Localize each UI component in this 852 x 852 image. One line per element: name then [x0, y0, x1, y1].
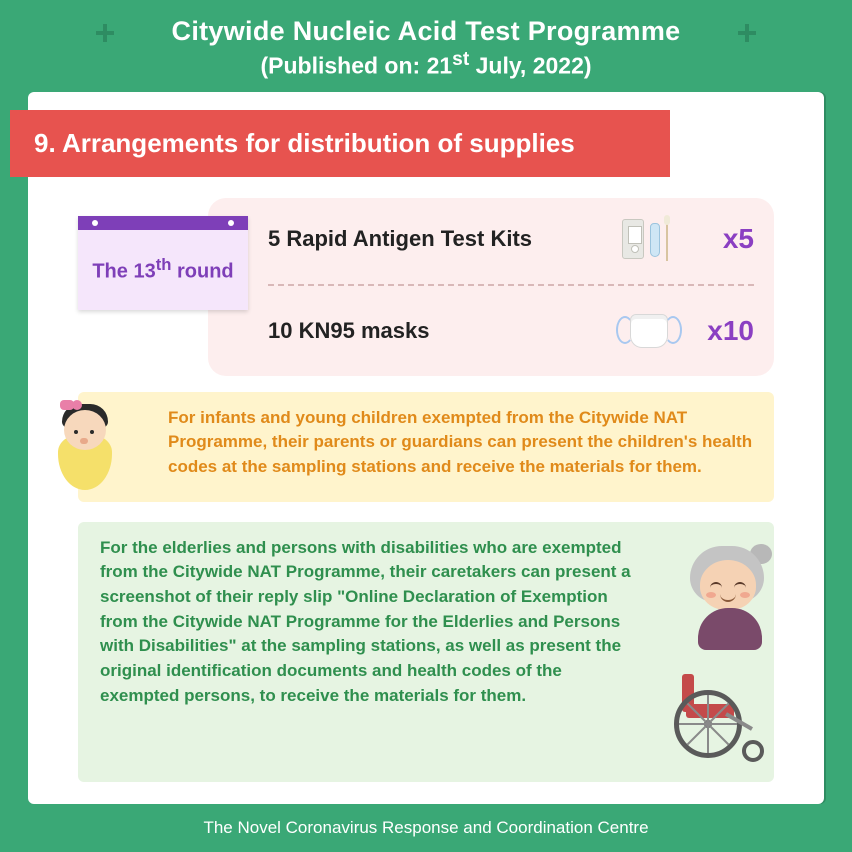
- footer: The Novel Coronavirus Response and Coord…: [0, 818, 852, 838]
- supply-qty: x5: [684, 223, 754, 255]
- header: Citywide Nucleic Acid Test Programme (Pu…: [0, 0, 852, 92]
- baby-icon: [50, 406, 120, 492]
- test-kit-icon: [614, 216, 684, 262]
- supply-label: 5 Rapid Antigen Test Kits: [268, 226, 614, 252]
- round-badge: The 13th round: [78, 216, 248, 310]
- round-number: 13: [133, 261, 155, 283]
- round-prefix: The: [92, 261, 133, 283]
- page: Citywide Nucleic Acid Test Programme (Pu…: [0, 0, 852, 852]
- divider: [268, 284, 754, 286]
- published-prefix: (Published on:: [260, 53, 426, 79]
- note-infants: For infants and young children exempted …: [78, 392, 774, 502]
- published-date: (Published on: 21st July, 2022): [0, 49, 852, 80]
- content-card: 9. Arrangements for distribution of supp…: [28, 92, 824, 804]
- supply-row: 5 Rapid Antigen Test Kits x5: [268, 216, 754, 262]
- elderly-person-icon: [680, 540, 780, 650]
- mask-icon: [614, 308, 684, 354]
- note-elderly: For the elderlies and persons with disab…: [78, 522, 774, 782]
- wheelchair-icon: [670, 672, 766, 768]
- published-day: 21: [427, 53, 453, 79]
- medical-cross-icon: [738, 24, 756, 42]
- supply-row: 10 KN95 masks x10: [268, 308, 754, 354]
- note-elderly-text: For the elderlies and persons with disab…: [100, 538, 631, 705]
- supply-qty: x10: [684, 315, 754, 347]
- section-number: 9.: [34, 128, 56, 158]
- medical-cross-icon: [96, 24, 114, 42]
- note-infants-text: For infants and young children exempted …: [168, 408, 752, 476]
- supply-label: 10 KN95 masks: [268, 318, 614, 344]
- published-rest: July, 2022): [469, 53, 591, 79]
- round-suffix: round: [171, 261, 233, 283]
- published-ordinal: st: [452, 49, 469, 70]
- round-ordinal: th: [156, 255, 172, 274]
- section-banner: 9. Arrangements for distribution of supp…: [10, 110, 670, 177]
- page-title: Citywide Nucleic Acid Test Programme: [0, 16, 852, 47]
- supplies-panel: The 13th round 5 Rapid Antigen Test Kits…: [78, 202, 774, 372]
- section-title: Arrangements for distribution of supplie…: [62, 128, 575, 158]
